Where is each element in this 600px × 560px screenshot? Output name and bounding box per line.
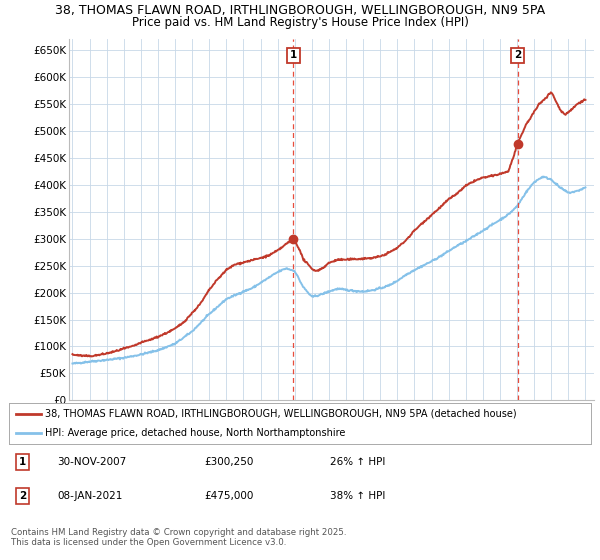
Text: HPI: Average price, detached house, North Northamptonshire: HPI: Average price, detached house, Nort…: [45, 428, 346, 438]
Text: 38% ↑ HPI: 38% ↑ HPI: [330, 491, 385, 501]
Text: 08-JAN-2021: 08-JAN-2021: [57, 491, 122, 501]
Text: 1: 1: [19, 457, 26, 467]
Text: 38, THOMAS FLAWN ROAD, IRTHLINGBOROUGH, WELLINGBOROUGH, NN9 5PA: 38, THOMAS FLAWN ROAD, IRTHLINGBOROUGH, …: [55, 4, 545, 17]
Text: 26% ↑ HPI: 26% ↑ HPI: [330, 457, 385, 467]
Text: 38, THOMAS FLAWN ROAD, IRTHLINGBOROUGH, WELLINGBOROUGH, NN9 5PA (detached house): 38, THOMAS FLAWN ROAD, IRTHLINGBOROUGH, …: [45, 409, 517, 419]
Text: £475,000: £475,000: [204, 491, 253, 501]
Text: 2: 2: [19, 491, 26, 501]
Text: Price paid vs. HM Land Registry's House Price Index (HPI): Price paid vs. HM Land Registry's House …: [131, 16, 469, 29]
Text: 1: 1: [290, 50, 297, 60]
Text: 2: 2: [514, 50, 521, 60]
Text: Contains HM Land Registry data © Crown copyright and database right 2025.
This d: Contains HM Land Registry data © Crown c…: [11, 528, 346, 547]
Text: 30-NOV-2007: 30-NOV-2007: [57, 457, 126, 467]
Text: £300,250: £300,250: [204, 457, 253, 467]
